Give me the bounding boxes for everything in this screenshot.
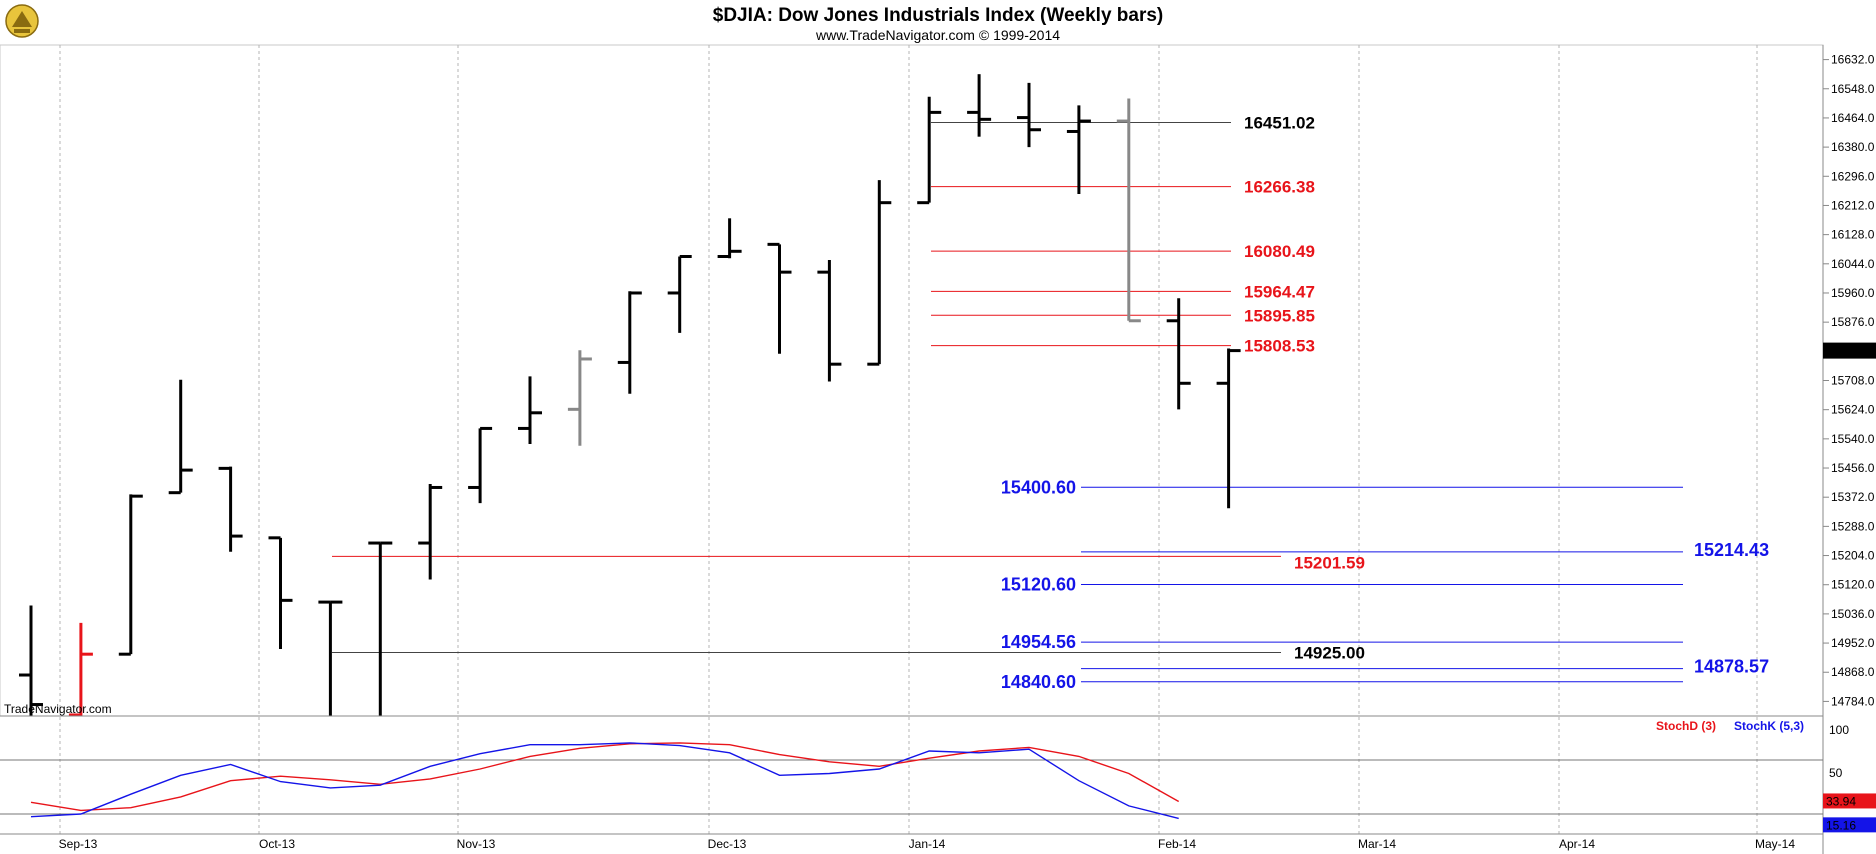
y-tick-label: 15708.0	[1831, 374, 1875, 388]
price-level-label: 15214.43	[1694, 540, 1769, 560]
ohlc-bar	[1216, 348, 1241, 509]
y-tick-label: 15372.0	[1831, 490, 1875, 504]
ohlc-bar	[767, 242, 792, 354]
x-tick-label: Oct-13	[259, 837, 295, 851]
price-level-label: 15120.60	[1001, 575, 1076, 595]
y-tick-label: 16128.0	[1831, 228, 1875, 242]
ohlc-bar	[1116, 98, 1141, 323]
x-tick-label: Sep-13	[59, 837, 98, 851]
ohlc-bar	[617, 291, 642, 394]
price-level-label: 15808.53	[1244, 337, 1315, 356]
y-tick-label: 16380.0	[1831, 140, 1875, 154]
legend-stochd: StochD (3)	[1656, 719, 1716, 733]
ohlc-bar	[118, 494, 143, 656]
price-level-label: 14840.60	[1001, 672, 1076, 692]
x-tick-label: Feb-14	[1158, 837, 1196, 851]
x-tick-label: Dec-13	[708, 837, 747, 851]
y-tick-label: 15036.0	[1831, 607, 1875, 621]
price-level-label: 15400.60	[1001, 477, 1076, 497]
stochastic-panel: 100 50 33.94 15.16 StochD (3) StochK (5,3)	[0, 715, 1876, 833]
chart-title: $DJIA: Dow Jones Industrials Index (Week…	[713, 5, 1164, 26]
y-tick-label: 16044.0	[1831, 257, 1875, 271]
ohlc-bar	[468, 426, 493, 504]
ohlc-bar	[1066, 105, 1091, 194]
price-levels: 16451.02 16266.38 16080.49 15964.47 15895.85…	[332, 113, 1769, 692]
y-tick-label: 15456.0	[1831, 461, 1875, 475]
ohlc-bar	[368, 541, 393, 716]
price-level-label: 16080.49	[1244, 242, 1315, 261]
y-tick-label: 15624.0	[1831, 403, 1875, 417]
x-axis: Sep-13 Oct-13 Nov-13 Dec-13 Jan-14 Feb-14 Mar-…	[59, 837, 1796, 851]
ohlc-bar	[567, 350, 592, 446]
stoch-series-line	[30, 742, 1179, 820]
y-tick-label: 16632.0	[1831, 53, 1875, 67]
price-level-label: 15895.85	[1244, 306, 1315, 325]
last-price-tag	[1823, 342, 1876, 359]
x-tick-label: Apr-14	[1559, 837, 1595, 851]
price-level-label: 16451.02	[1244, 113, 1315, 132]
logo-icon	[5, 4, 39, 38]
stoch-y-axis: 100 50 33.94 15.16	[1823, 723, 1876, 833]
y-tick-label: 16464.0	[1831, 111, 1875, 125]
price-level-label: 14878.57	[1694, 657, 1769, 677]
y-tick-label: 14868.0	[1831, 665, 1875, 679]
stochd-last-tag	[1823, 793, 1876, 809]
y-tick-label: 15288.0	[1831, 519, 1875, 533]
ohlc-bar	[717, 218, 742, 259]
price-panel: 16451.02 16266.38 16080.49 15964.47 15895.85…	[0, 44, 1876, 854]
chart-subtitle: www.TradeNavigator.com © 1999-2014	[815, 27, 1060, 43]
y-tick-label: 15540.0	[1831, 432, 1875, 446]
y-tick-label: 16212.0	[1831, 198, 1875, 212]
ohlc-bar	[817, 259, 842, 382]
y-tick-label: 14784.0	[1831, 694, 1875, 708]
last-price-label: 15794.08	[1826, 344, 1876, 358]
header-bar	[0, 0, 1876, 44]
y-tick-label: 16548.0	[1831, 82, 1875, 96]
price-level-label: 15964.47	[1244, 282, 1315, 301]
x-tick-label: Nov-13	[457, 837, 496, 851]
price-y-axis: 16632.0 16548.0 16464.0 16380.0 16296.0 16212…	[1823, 53, 1876, 708]
price-panel-frame	[0, 44, 1824, 717]
price-bars	[19, 74, 1241, 717]
ohlc-bar	[318, 600, 343, 716]
y-tick-label: 14952.0	[1831, 636, 1875, 650]
legend-stochk: StochK (5,3)	[1734, 719, 1804, 733]
price-level-label: 15201.59	[1294, 553, 1365, 572]
price-level-label: 16266.38	[1244, 178, 1315, 197]
y-tick-label: 16296.0	[1831, 169, 1875, 183]
ohlc-bar	[218, 466, 243, 552]
stoch-tick-label: 50	[1829, 766, 1843, 780]
x-tick-label: Mar-14	[1358, 837, 1396, 851]
ohlc-bar	[667, 255, 692, 333]
ohlc-bar	[1017, 82, 1041, 148]
y-tick-label: 15960.0	[1831, 286, 1875, 300]
stoch-tick-label: 100	[1829, 723, 1849, 737]
y-tick-label: 15876.0	[1831, 315, 1875, 329]
stoch-series-line	[30, 742, 1180, 812]
ohlc-bar	[518, 376, 542, 445]
ohlc-bar	[68, 622, 93, 717]
x-tick-label: Jan-14	[909, 837, 946, 851]
ohlc-bar	[867, 180, 892, 366]
x-tick-label: May-14	[1755, 837, 1795, 851]
stochk-last-tag	[1823, 817, 1876, 833]
watermark: TradeNavigator.com	[4, 702, 112, 716]
y-tick-label: 15120.0	[1831, 578, 1875, 592]
y-tick-label: 15204.0	[1831, 549, 1875, 563]
price-level-label: 14954.56	[1001, 632, 1076, 652]
ohlc-bar	[168, 379, 193, 495]
price-level-label: 14925.00	[1294, 643, 1365, 662]
ohlc-bar	[1166, 298, 1191, 410]
stoch-lines	[30, 742, 1180, 820]
ohlc-bar	[19, 605, 43, 716]
stoch-ref-lines	[0, 759, 1823, 815]
ohlc-bar	[418, 483, 443, 580]
ohlc-bar	[917, 96, 942, 205]
stochk-last-label: 15.16	[1826, 818, 1856, 832]
ohlc-bar	[967, 74, 992, 137]
ohlc-bar	[268, 536, 293, 649]
stochd-last-label: 33.94	[1826, 794, 1856, 808]
